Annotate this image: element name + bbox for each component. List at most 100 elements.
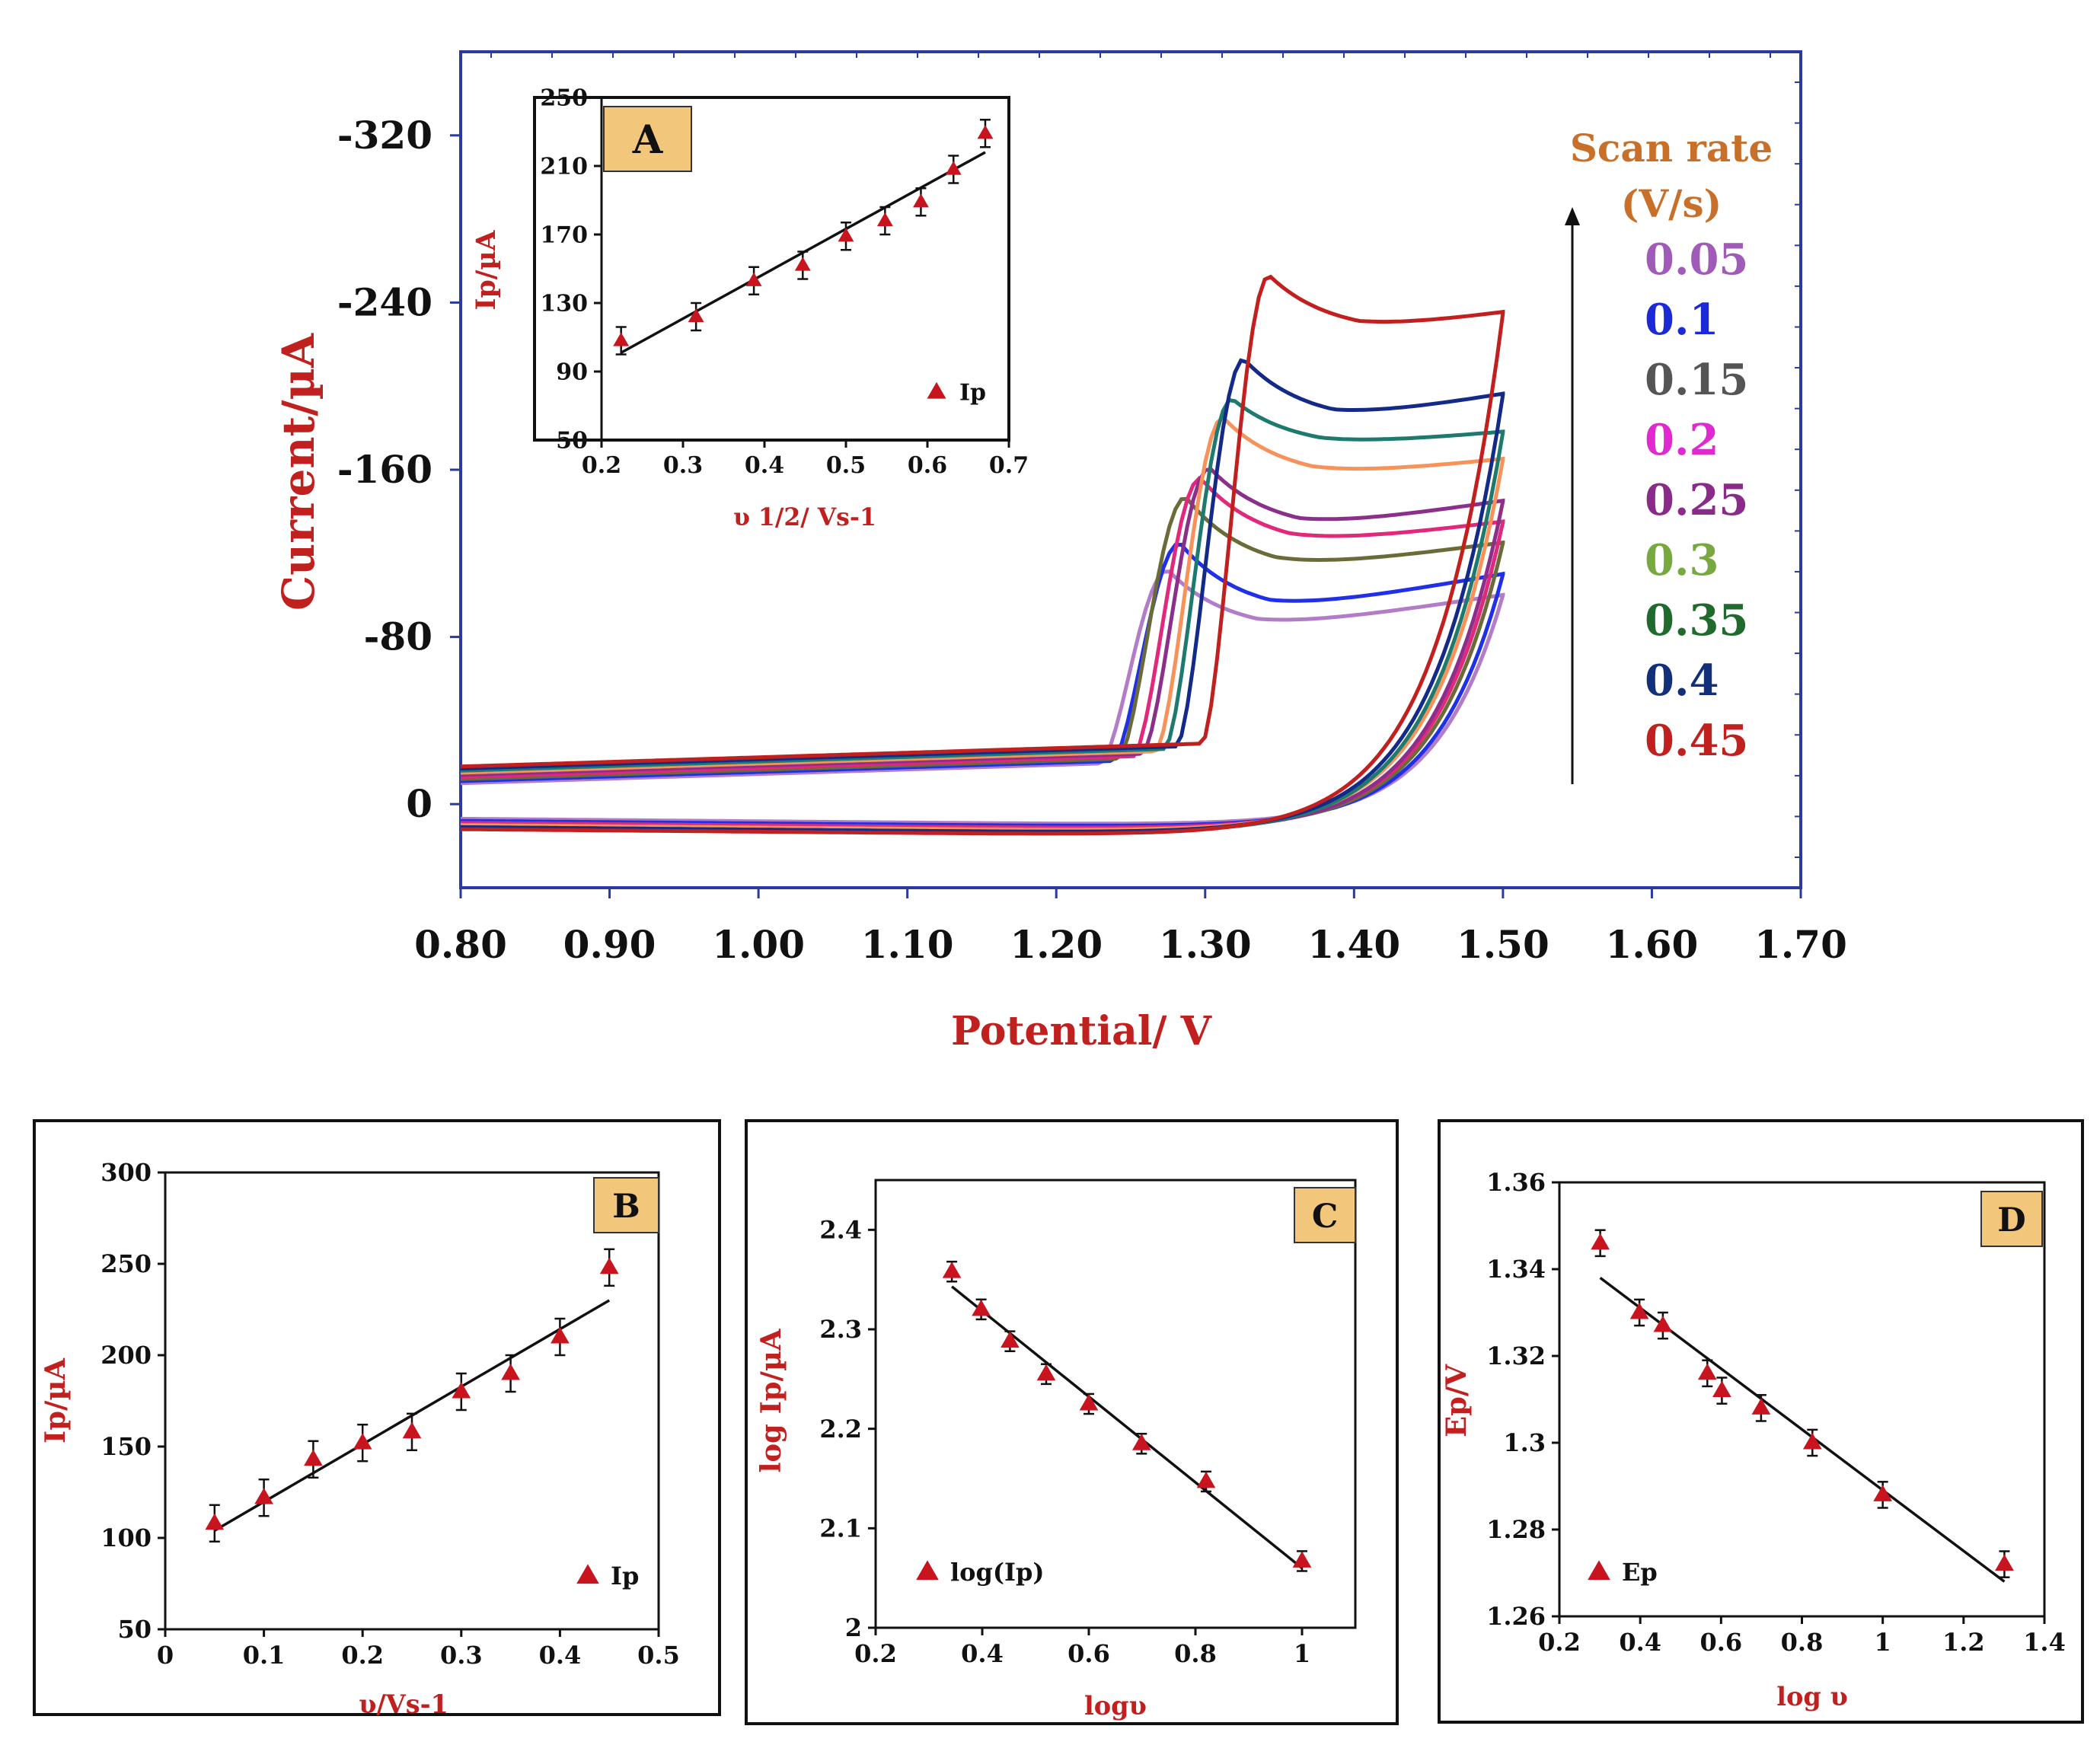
panel-B-y-axis-label: Ip/µA (38, 1358, 72, 1444)
main-x-tick-label: 1.60 (1606, 922, 1699, 967)
panel-C-x-tick-label: 0.8 (1174, 1639, 1217, 1668)
main-y-axis-label: Current/µA (273, 333, 324, 611)
panel-B-y-tick-label: 200 (101, 1341, 152, 1370)
panel-D-data-point (1712, 1380, 1731, 1398)
panel-B-plot-area (164, 1171, 660, 1631)
panel-C-y-axis-label: log Ip/µA (754, 1329, 787, 1472)
panel-A-y-tick-label: 250 (540, 85, 588, 112)
panel-A-data-point (876, 212, 893, 227)
panel-A-y-tick-label: 170 (540, 222, 588, 249)
panel-C-x-tick-label: 1 (1294, 1639, 1310, 1668)
panel-D-x-axis-label: log υ (1776, 1681, 1848, 1712)
panel-D-x-tick-label: 1 (1875, 1628, 1891, 1657)
panel-D-y-tick-label: 1.26 (1486, 1602, 1546, 1631)
legend-entry-0.2: 0.2 (1645, 415, 1719, 465)
main-y-tick-label: -240 (337, 279, 432, 324)
panel-D-data-point (1873, 1485, 1893, 1501)
panel-B-y-tick-label: 300 (101, 1158, 152, 1187)
cv-curve-0.2 (460, 475, 1505, 830)
panel-B-data-point (205, 1513, 225, 1530)
panel-A-x-tick-label: 0.4 (745, 452, 784, 479)
main-x-tick-label: 0.90 (563, 922, 656, 967)
panel-B-data-point (353, 1433, 372, 1450)
panel-C-data-point (1131, 1434, 1151, 1450)
panel-A-data-point (794, 257, 811, 271)
legend-entry-0.4: 0.4 (1645, 656, 1719, 706)
panel-D-legend-label: Ep (1622, 1558, 1658, 1587)
panel-D-y-tick-label: 1.32 (1486, 1341, 1546, 1370)
main-x-tick-label: 1.50 (1457, 922, 1549, 967)
panel-A: 0.2 0.3 0.4 0.5 0.6 0.7 50 90 130 170 210 250 A Ip υ 1… (471, 85, 1029, 532)
panel-C-y-tick-label: 2.2 (819, 1415, 862, 1444)
panel-A-y-tick-label: 90 (556, 359, 588, 386)
panel-D-y-axis-label: Ep/V (1439, 1364, 1473, 1437)
panel-B-x-axis-label: υ/Vs-1 (359, 1689, 448, 1719)
panel-A-x-tick-label: 0.2 (582, 452, 621, 479)
panel-C-x-tick-label: 0.4 (961, 1639, 1004, 1668)
panel-C-label-box (1294, 1187, 1356, 1243)
main-y-tick-label: -80 (364, 614, 432, 659)
panel-C-y-tick-label: 2.3 (819, 1315, 862, 1344)
panel-D-x-tick-label: 0.2 (1538, 1628, 1581, 1657)
panel-C-frame (745, 1119, 1399, 1725)
panel-A-x-tick-label: 0.7 (989, 452, 1029, 479)
panel-A-y-tick-label: 210 (540, 154, 588, 180)
panel-A-legend-marker (927, 381, 946, 399)
panel-B-y-tick-label: 250 (101, 1249, 152, 1278)
panel-B-x-tick-label: 0.3 (440, 1641, 483, 1670)
panel-B-x-tick-label: 0.5 (637, 1641, 680, 1670)
legend-title-units: (V/s) (1621, 181, 1722, 226)
main-x-tick-label: 1.70 (1754, 922, 1847, 967)
panel-A-x-tick-label: 0.5 (826, 452, 866, 479)
panel-D-x-tick-label: 0.6 (1699, 1628, 1742, 1657)
panel-B-x-tick-label: 0.2 (341, 1641, 384, 1670)
panel-B-y-tick-label: 150 (101, 1432, 152, 1461)
main-x-tick-label: 1.30 (1159, 922, 1252, 967)
legend-entry-0.05: 0.05 (1645, 234, 1748, 285)
panel-A-data-point (745, 272, 762, 286)
main-y-tick-label: 0 (406, 781, 432, 826)
main-chart: 0.80 0.90 1.00 1.10 1.20 1.30 1.40 1.50 1.60 1.70… (273, 50, 1847, 1054)
panel-B-data-point (402, 1421, 422, 1439)
panel-D-x-tick-label: 0.8 (1781, 1628, 1824, 1657)
panel-D-x-tick-label: 0.4 (1619, 1628, 1661, 1657)
panel-D-y-tick-label: 1.36 (1486, 1168, 1546, 1197)
panel-D-label-box (1980, 1191, 2043, 1247)
panel-D-data-point (1751, 1398, 1771, 1415)
legend-entry-0.15: 0.15 (1645, 355, 1748, 405)
legend-entry-0.45: 0.45 (1645, 716, 1748, 766)
panel-A-data-point (945, 161, 962, 175)
panel-B-legend-marker (576, 1564, 599, 1584)
panel-B-data-point (501, 1364, 520, 1380)
panel-C-label: C (1312, 1197, 1338, 1236)
panel-C-data-point (972, 1299, 991, 1316)
legend-title: Scan rate (1570, 126, 1773, 171)
panel-C-y-tick-label: 2.4 (819, 1216, 862, 1245)
panel-C-data-point (1079, 1394, 1099, 1411)
panel-D-data-point (1697, 1363, 1717, 1380)
scan-rate-arrow-head (1565, 207, 1580, 225)
panel-C-data-point (1292, 1551, 1312, 1568)
panel-D-data-point (1591, 1233, 1610, 1250)
panel-C-plot-area (874, 1179, 1357, 1629)
cv-curve-0.1 (460, 542, 1505, 828)
panel-B-label-box (593, 1177, 659, 1233)
panel-A-y-tick-label: 50 (556, 428, 588, 455)
panel-C-data-point (942, 1262, 962, 1278)
panel-C-data-point (1001, 1331, 1020, 1348)
panel-D-data-point (1653, 1316, 1673, 1332)
panel-D-x-tick-label: 1.4 (2023, 1628, 2066, 1657)
cv-curve-0.05 (460, 569, 1505, 826)
panel-C-x-tick-label: 0.6 (1068, 1639, 1110, 1668)
panel-D-y-tick-label: 1.3 (1503, 1428, 1546, 1457)
panel-B-data-point (599, 1257, 619, 1274)
legend-entry-0.35: 0.35 (1645, 595, 1748, 646)
main-x-axis-label: Potential/ V (951, 1008, 1213, 1054)
panel-A-x-tick-label: 0.3 (663, 452, 703, 479)
main-y-tick-label: -320 (337, 113, 432, 158)
main-x-tick-label: 1.40 (1307, 922, 1400, 967)
panel-C-x-axis-label: logυ (1084, 1690, 1147, 1721)
panel-A-legend-label: Ip (959, 380, 986, 407)
panel-B-x-tick-label: 0 (157, 1641, 174, 1670)
